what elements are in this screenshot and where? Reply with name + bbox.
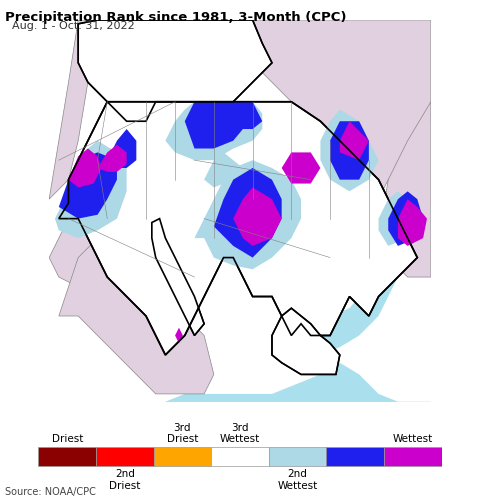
Text: Wettest: Wettest [393,435,433,445]
Polygon shape [59,102,417,355]
Polygon shape [214,168,282,257]
FancyBboxPatch shape [269,447,326,466]
Text: Driest: Driest [51,435,83,445]
Polygon shape [388,191,423,246]
Polygon shape [97,145,127,172]
FancyBboxPatch shape [38,447,96,466]
Polygon shape [59,238,214,394]
Text: 3rd
Wettest: 3rd Wettest [220,423,260,445]
FancyBboxPatch shape [326,447,384,466]
Polygon shape [398,199,427,246]
FancyBboxPatch shape [384,447,442,466]
Polygon shape [282,152,321,184]
Polygon shape [107,129,136,168]
Text: 2nd
Wettest: 2nd Wettest [277,469,318,491]
Polygon shape [194,160,301,269]
FancyBboxPatch shape [154,447,211,466]
Polygon shape [233,188,282,246]
Polygon shape [204,152,243,188]
Polygon shape [321,110,379,191]
Polygon shape [224,102,262,129]
Polygon shape [55,141,127,238]
Text: Source: NOAA/CPC: Source: NOAA/CPC [5,487,96,497]
Polygon shape [166,102,262,160]
FancyBboxPatch shape [211,447,269,466]
Polygon shape [185,102,243,149]
Polygon shape [379,102,431,277]
Polygon shape [252,20,431,219]
FancyBboxPatch shape [96,447,154,466]
Polygon shape [291,269,398,355]
Polygon shape [136,363,431,492]
Text: 3rd
Driest: 3rd Driest [167,423,198,445]
Polygon shape [152,219,204,335]
Polygon shape [175,328,183,343]
Polygon shape [49,20,97,199]
Polygon shape [69,149,101,188]
Polygon shape [330,121,369,180]
Polygon shape [340,121,369,160]
Polygon shape [49,219,166,296]
Polygon shape [59,152,117,219]
Polygon shape [272,308,340,374]
Text: Aug. 1 - Oct. 31, 2022: Aug. 1 - Oct. 31, 2022 [12,21,135,31]
Polygon shape [379,191,417,246]
Text: 2nd
Driest: 2nd Driest [109,469,141,491]
Text: Precipitation Rank since 1981, 3-Month (CPC): Precipitation Rank since 1981, 3-Month (… [5,11,346,24]
Polygon shape [78,20,272,121]
